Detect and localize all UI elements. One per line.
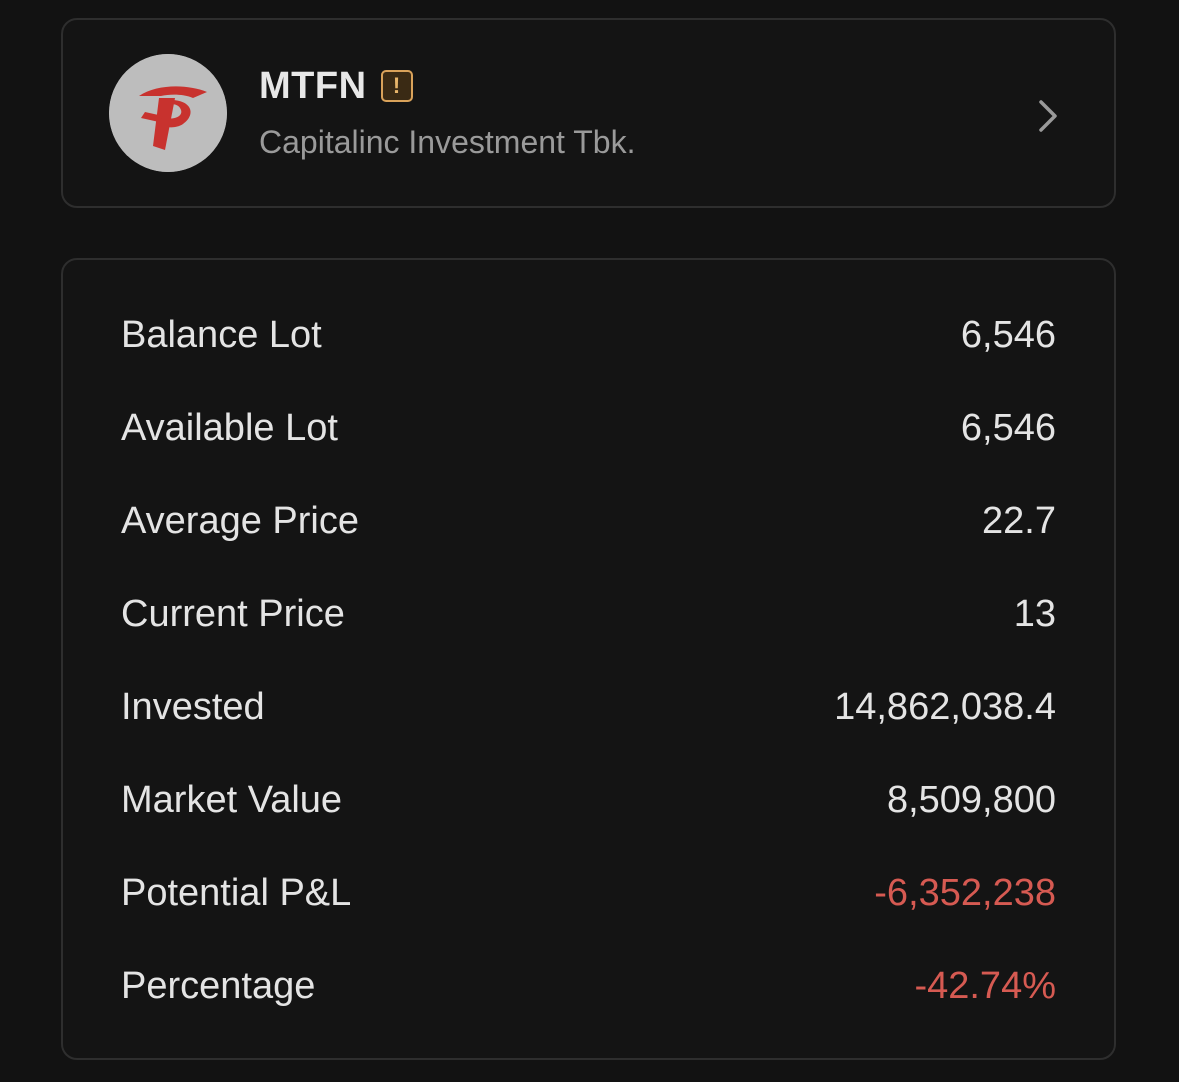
detail-value: 13 <box>1013 592 1056 635</box>
stock-card[interactable]: MTFN ! Capitalinc Investment Tbk. <box>61 18 1116 208</box>
capitalinc-logo-icon <box>109 54 227 172</box>
detail-value: 14,862,038.4 <box>834 685 1056 728</box>
detail-value-negative: -42.74% <box>914 964 1056 1007</box>
ticker-row: MTFN ! <box>259 64 413 108</box>
detail-value: 6,546 <box>960 406 1056 449</box>
detail-row-invested: Invested 14,862,038.4 <box>121 682 1056 732</box>
warning-badge-icon[interactable]: ! <box>380 70 413 102</box>
chevron-right-icon[interactable] <box>1036 98 1060 134</box>
detail-row-market-value: Market Value 8,509,800 <box>121 775 1056 825</box>
detail-row-potential-pnl: Potential P&L -6,352,238 <box>121 868 1056 918</box>
detail-value-negative: -6,352,238 <box>874 871 1056 914</box>
detail-value: 8,509,800 <box>886 778 1056 821</box>
detail-row-average-price: Average Price 22.7 <box>121 496 1056 546</box>
detail-label: Percentage <box>121 964 316 1007</box>
position-details-card: Balance Lot 6,546 Available Lot 6,546 Av… <box>61 258 1116 1060</box>
detail-row-current-price: Current Price 13 <box>121 589 1056 639</box>
detail-label: Balance Lot <box>121 313 322 356</box>
detail-row-available-lot: Available Lot 6,546 <box>121 403 1056 453</box>
company-name: Capitalinc Investment Tbk. <box>259 124 636 160</box>
detail-value: 6,546 <box>960 313 1056 356</box>
detail-value: 22.7 <box>982 499 1056 542</box>
detail-label: Market Value <box>121 778 343 821</box>
detail-label: Invested <box>121 685 265 728</box>
detail-label: Average Price <box>121 499 359 542</box>
detail-row-percentage: Percentage -42.74% <box>121 961 1056 1011</box>
ticker-symbol: MTFN <box>259 64 367 107</box>
detail-row-balance-lot: Balance Lot 6,546 <box>121 310 1056 360</box>
detail-label: Potential P&L <box>121 871 352 914</box>
detail-label: Available Lot <box>121 406 338 449</box>
detail-label: Current Price <box>121 592 345 635</box>
